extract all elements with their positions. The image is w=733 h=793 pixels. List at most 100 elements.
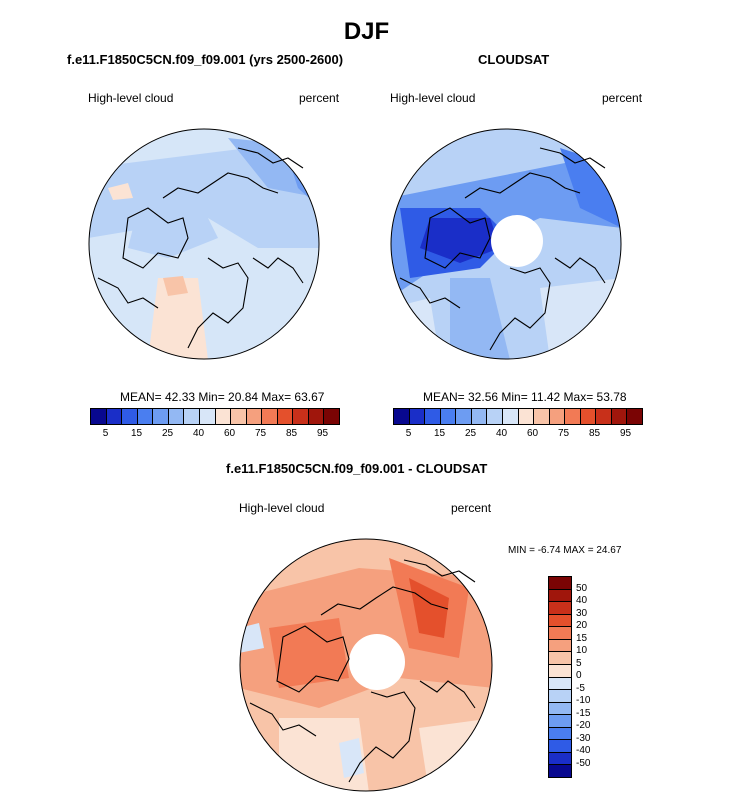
colorbar-tick-label: 60 [223, 428, 236, 439]
colorbar-tick-label: 25 [464, 428, 477, 439]
panel2-left-label: High-level cloud [390, 91, 476, 105]
colorbar-swatch [549, 589, 571, 603]
colorbar-swatch [456, 409, 472, 424]
colorbar-tick-label: -30 [576, 732, 591, 744]
panel1-colorbar [90, 408, 340, 425]
colorbar-tick-label: -15 [576, 707, 591, 719]
colorbar-tick-label: 50 [576, 582, 588, 594]
colorbar-tick-label: 85 [588, 428, 601, 439]
colorbar-swatch [106, 409, 123, 424]
colorbar-swatch [549, 602, 571, 615]
colorbar-tick-label: -40 [576, 745, 591, 756]
colorbar-swatch [611, 409, 628, 424]
panel3-left-label: High-level cloud [239, 501, 325, 515]
colorbar-tick-label: 75 [254, 428, 267, 439]
colorbar-tick-label: 0 [576, 670, 582, 681]
colorbar-swatch [122, 409, 138, 424]
colorbar-swatch [91, 409, 107, 424]
colorbar-swatch [549, 627, 571, 640]
colorbar-swatch [549, 652, 571, 665]
colorbar-swatch [308, 409, 325, 424]
colorbar-tick-label: 95 [316, 428, 329, 439]
colorbar-tick-label: 15 [433, 428, 446, 439]
colorbar-swatch [487, 409, 503, 424]
colorbar-tick-label: 75 [557, 428, 570, 439]
colorbar-swatch [293, 409, 309, 424]
colorbar-swatch [549, 614, 571, 628]
colorbar-swatch [425, 409, 441, 424]
colorbar-swatch [596, 409, 612, 424]
panel3-title: f.e11.F1850C5CN.f09_f09.001 - CLOUDSAT [226, 461, 488, 476]
colorbar-swatch [549, 639, 571, 653]
panel1-left-label: High-level cloud [88, 91, 174, 105]
colorbar-swatch [153, 409, 169, 424]
figure-title: DJF [343, 18, 390, 45]
colorbar-swatch [549, 715, 571, 728]
panel1-right-label: percent [299, 91, 340, 105]
colorbar-tick-label: 25 [161, 428, 174, 439]
colorbar-swatch [549, 677, 571, 691]
panel1-stats: MEAN= 42.33 Min= 20.84 Max= 63.67 [120, 390, 325, 404]
colorbar-swatch [277, 409, 294, 424]
colorbar-swatch [580, 409, 597, 424]
colorbar-swatch [549, 409, 566, 424]
colorbar-swatch [549, 752, 571, 766]
colorbar-swatch [549, 690, 571, 703]
colorbar-swatch [549, 727, 571, 741]
colorbar-swatch [549, 664, 571, 678]
colorbar-tick-label: 40 [192, 428, 205, 439]
colorbar-tick-label: 20 [576, 620, 588, 631]
colorbar-swatch [324, 409, 339, 424]
colorbar-tick-label: 5 [405, 428, 412, 439]
colorbar-tick-label: 15 [576, 632, 588, 644]
colorbar-swatch [246, 409, 263, 424]
colorbar-swatch [168, 409, 185, 424]
colorbar-tick-label: 5 [576, 657, 582, 669]
colorbar-tick-label: 10 [576, 645, 588, 656]
colorbar-swatch [549, 577, 571, 590]
colorbar-tick-label: 60 [526, 428, 539, 439]
colorbar-swatch [394, 409, 410, 424]
colorbar-swatch [440, 409, 457, 424]
panel2-colorbar-ticks: 5 15 25 40 60 75 85 95 [393, 428, 643, 442]
colorbar-swatch [549, 765, 571, 777]
panel2-polar-map [390, 128, 622, 360]
colorbar-tick-label: -5 [576, 682, 585, 694]
panel1-title: f.e11.F1850C5CN.f09_f09.001 (yrs 2500-26… [67, 52, 344, 67]
colorbar-tick-label: 15 [130, 428, 143, 439]
colorbar-swatch [518, 409, 535, 424]
colorbar-tick-label: 95 [619, 428, 632, 439]
panel3-colorbar [548, 576, 572, 778]
colorbar-swatch [471, 409, 488, 424]
colorbar-swatch [137, 409, 154, 424]
colorbar-tick-label: 85 [285, 428, 298, 439]
panel3-stats: MIN = -6.74 MAX = 24.67 [508, 545, 622, 556]
colorbar-tick-label: 5 [102, 428, 109, 439]
panel1-polar-map [88, 128, 320, 360]
colorbar-swatch [565, 409, 581, 424]
panel3-colorbar-ticks: 50 40 30 20 15 10 5 0 -5 -10 -15 -20 -30 -40 -50 [576, 576, 616, 776]
panel2-stats: MEAN= 32.56 Min= 11.42 Max= 53.78 [423, 390, 627, 404]
colorbar-swatch [199, 409, 216, 424]
panel2-right-label: percent [602, 91, 643, 105]
colorbar-swatch [549, 702, 571, 716]
colorbar-tick-label: -10 [576, 695, 591, 706]
colorbar-swatch [627, 409, 642, 424]
colorbar-tick-label: 30 [576, 607, 588, 619]
panel3-polar-map [239, 538, 493, 792]
colorbar-tick-label: 40 [495, 428, 508, 439]
colorbar-swatch [262, 409, 278, 424]
colorbar-tick-label: -20 [576, 720, 591, 731]
colorbar-swatch [502, 409, 519, 424]
colorbar-tick-label: 40 [576, 595, 588, 606]
colorbar-swatch [184, 409, 200, 424]
panel2-title: CLOUDSAT [478, 52, 550, 67]
colorbar-swatch [534, 409, 550, 424]
panel1-colorbar-ticks: 5 15 25 40 60 75 85 95 [90, 428, 340, 442]
colorbar-swatch [409, 409, 426, 424]
colorbar-swatch [215, 409, 232, 424]
panel3-right-label: percent [451, 501, 492, 515]
colorbar-tick-label: -50 [576, 757, 591, 769]
colorbar-swatch [549, 740, 571, 753]
colorbar-swatch [231, 409, 247, 424]
